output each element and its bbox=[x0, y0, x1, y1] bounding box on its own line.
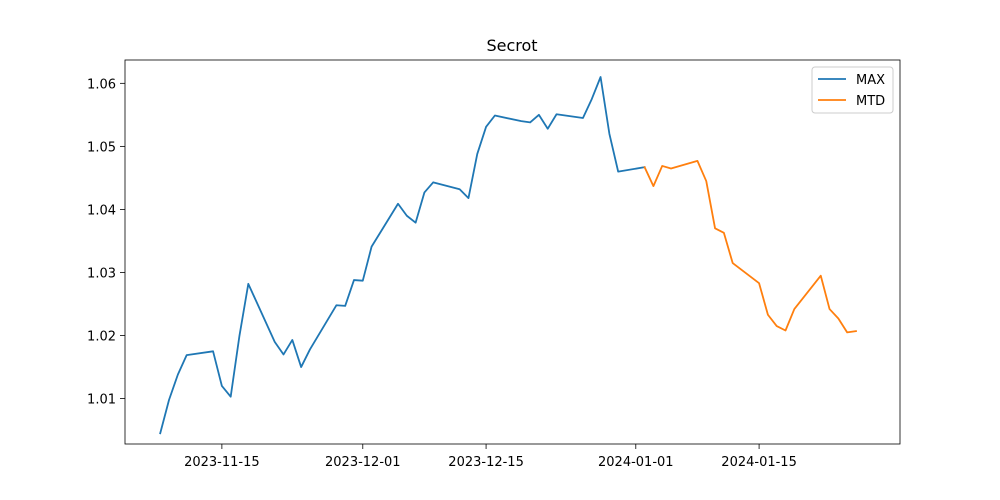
y-tick-label: 1.04 bbox=[87, 203, 116, 218]
x-tick-label: 2024-01-15 bbox=[721, 455, 797, 470]
y-tick-label: 1.01 bbox=[87, 393, 116, 408]
y-tick-label: 1.06 bbox=[87, 77, 116, 92]
y-tick-label: 1.02 bbox=[87, 330, 116, 345]
x-tick-label: 2023-12-01 bbox=[325, 455, 401, 470]
legend-label-max: MAX bbox=[856, 73, 885, 88]
x-tick-label: 2023-11-15 bbox=[184, 455, 260, 470]
x-tick-label: 2024-01-01 bbox=[598, 455, 674, 470]
x-axis: 2023-11-15 2023-12-01 2023-12-15 2024-01-01… bbox=[184, 444, 797, 470]
y-tick-label: 1.03 bbox=[87, 266, 116, 281]
plot-frame bbox=[124, 59, 901, 445]
legend-label-mtd: MTD bbox=[856, 94, 885, 109]
series-line-max bbox=[159, 76, 646, 435]
chart-title: Secrot bbox=[486, 36, 537, 55]
series-line-mtd bbox=[643, 159, 857, 334]
y-axis: 1.01 1.02 1.03 1.04 1.05 1.06 bbox=[87, 77, 125, 408]
series-layer bbox=[159, 76, 857, 435]
legend: MAX MTD bbox=[811, 66, 894, 114]
y-tick-label: 1.05 bbox=[87, 140, 116, 155]
x-tick-label: 2023-12-15 bbox=[448, 455, 524, 470]
